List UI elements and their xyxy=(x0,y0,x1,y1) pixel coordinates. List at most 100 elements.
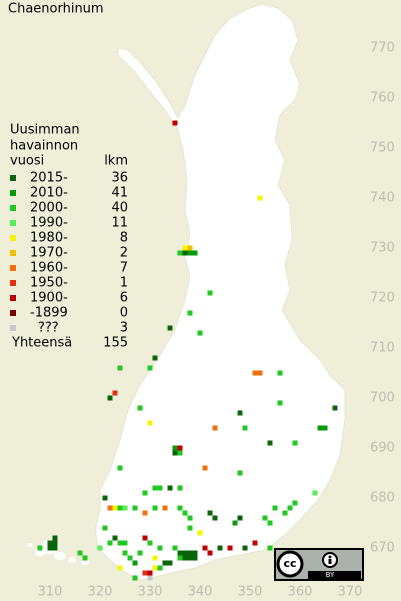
legend-swatch xyxy=(10,220,16,226)
grid-cell xyxy=(187,250,193,256)
grid-cell xyxy=(112,505,118,511)
grid-cell xyxy=(237,410,243,416)
grid-cell xyxy=(112,535,118,541)
grid-cell xyxy=(132,505,138,511)
grid-cell xyxy=(272,505,278,511)
grid-cell xyxy=(142,570,148,576)
legend-count: 40 xyxy=(111,201,128,216)
legend-label: 1900- xyxy=(30,291,68,306)
grid-cell xyxy=(187,550,193,556)
grid-cell xyxy=(142,490,148,496)
license-badge: cc BY xyxy=(274,548,364,581)
grid-cell xyxy=(152,505,158,511)
legend-swatch xyxy=(10,310,16,316)
grid-cells xyxy=(37,120,338,581)
grid-cell xyxy=(287,505,293,511)
y-axis-label: 760 xyxy=(370,91,395,106)
grid-cell xyxy=(217,545,223,551)
grid-cell xyxy=(177,445,183,451)
grid-cell xyxy=(192,555,198,561)
grid-cell xyxy=(52,545,58,551)
grid-cell xyxy=(182,510,188,516)
grid-cell xyxy=(122,505,128,511)
legend-total: 155 xyxy=(103,336,128,351)
grid-cell xyxy=(212,425,218,431)
grid-cell xyxy=(322,425,328,431)
grid-cell xyxy=(267,440,273,446)
grid-cell xyxy=(82,555,88,561)
legend-label: -1899 xyxy=(30,306,68,321)
grid-cell xyxy=(242,425,248,431)
grid-cell xyxy=(142,535,148,541)
grid-cell xyxy=(52,535,58,541)
grid-cell xyxy=(107,540,113,546)
grid-cell xyxy=(117,540,123,546)
grid-cell xyxy=(152,355,158,361)
legend-heading: vuosi xyxy=(10,154,44,169)
x-axis-label: 330 xyxy=(138,585,163,600)
grid-cell xyxy=(237,470,243,476)
grid-cell xyxy=(152,555,158,561)
grid-cell xyxy=(282,510,288,516)
y-axis-label: 720 xyxy=(370,291,395,306)
grid-cell xyxy=(207,510,213,516)
grid-cell xyxy=(207,290,213,296)
grid-cell xyxy=(102,525,108,531)
grid-cell xyxy=(147,365,153,371)
grid-cell xyxy=(187,310,193,316)
grid-cell xyxy=(197,330,203,336)
grid-cell xyxy=(177,550,183,556)
grid-cell xyxy=(172,450,178,456)
grid-cell xyxy=(37,545,43,551)
grid-cell xyxy=(167,485,173,491)
legend-count: 6 xyxy=(120,291,128,306)
legend-count: 3 xyxy=(120,321,128,336)
legend-swatch xyxy=(10,295,16,301)
grid-cell xyxy=(187,525,193,531)
grid-cell xyxy=(112,390,118,396)
legend-label: 1950- xyxy=(30,276,68,291)
grid-cell xyxy=(117,465,123,471)
x-axis-label: 320 xyxy=(88,585,113,600)
legend-swatch xyxy=(10,325,16,331)
legend-label: 1960- xyxy=(30,261,68,276)
grid-cell xyxy=(252,540,258,546)
legend-swatch xyxy=(10,265,16,271)
y-axis-label: 710 xyxy=(370,341,395,356)
grid-cell xyxy=(147,540,153,546)
legend-label: 2000- xyxy=(30,201,68,216)
y-axis-label: 700 xyxy=(370,391,395,406)
grid-cell xyxy=(157,545,163,551)
grid-cell xyxy=(182,250,188,256)
grid-cell xyxy=(157,565,163,571)
grid-cell xyxy=(267,545,273,551)
legend-swatch xyxy=(10,205,16,211)
grid-cell xyxy=(232,520,238,526)
legend-count: 11 xyxy=(111,216,128,231)
grid-cell xyxy=(127,555,133,561)
legend-count-header: lkm xyxy=(104,154,128,169)
legend-count: 1 xyxy=(120,276,128,291)
grid-cell xyxy=(117,565,123,571)
y-axis-label: 740 xyxy=(370,191,395,206)
grid-cell xyxy=(292,500,298,506)
x-axis-label: 340 xyxy=(188,585,213,600)
grid-cell xyxy=(147,420,153,426)
legend-count: 7 xyxy=(120,261,128,276)
grid-cell xyxy=(177,485,183,491)
grid-cell xyxy=(147,575,153,581)
grid-cell xyxy=(237,515,243,521)
grid-cell xyxy=(47,545,53,551)
grid-cell xyxy=(107,505,113,511)
grid-cell xyxy=(187,555,193,561)
legend-label: 2015- xyxy=(30,171,68,186)
grid-cell xyxy=(117,505,123,511)
x-axis-label: 310 xyxy=(38,585,63,600)
license-type: BY xyxy=(326,571,335,579)
legend-label: ??? xyxy=(38,321,59,336)
grid-cell xyxy=(107,395,113,401)
grid-cell xyxy=(77,550,83,556)
grid-cell xyxy=(177,505,183,511)
